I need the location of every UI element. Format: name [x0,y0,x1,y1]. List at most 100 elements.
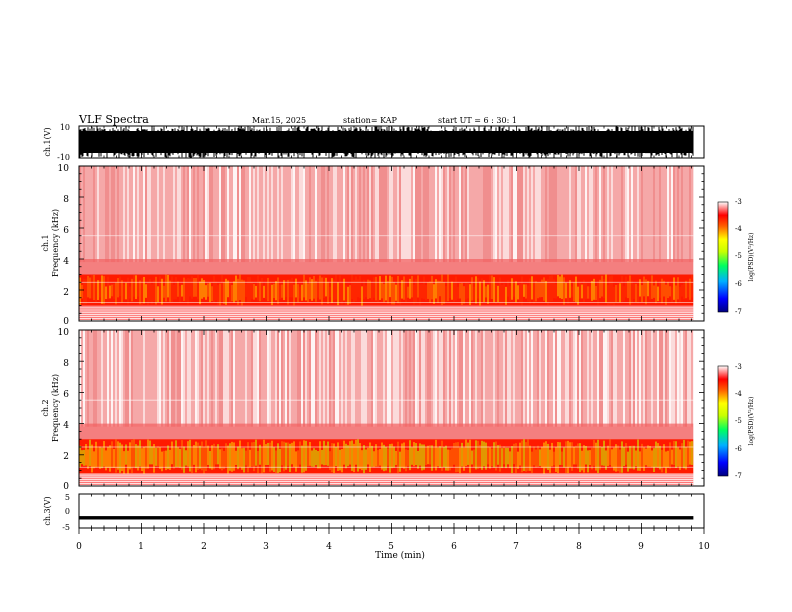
spectrogram-streak [93,166,95,263]
spectrogram-band-texture [187,441,189,467]
spectrogram-band-texture [209,450,211,469]
spectrogram-band-texture [339,449,341,471]
spectrogram-streak [487,330,489,427]
spectrogram-band-texture [437,447,439,467]
spectrogram-band-texture [603,440,605,466]
spectrogram-streak [309,330,311,427]
spectrogram-streak [631,166,633,263]
spectrogram-streak [519,166,521,263]
ch1-spectrogram-panel: 0 2 4 6 8 10 ch.1 Frequency (kHz) [41,164,705,327]
spectrogram-streak [205,330,207,427]
spectrogram-band-texture [195,441,197,473]
ch1-colorbar-tick-m3: -3 [735,198,742,206]
spectrogram-band-texture [81,284,83,299]
spectrogram-band-texture [295,278,297,298]
spectrogram-band-texture [497,445,499,465]
spectrogram-band-texture [629,445,631,469]
spectrogram-streak [121,330,123,427]
spectrogram-band-texture [105,286,107,300]
spectrogram-streak [595,166,597,263]
spectrogram-streak [535,330,537,427]
spectrogram-streak [375,166,377,263]
spectrogram-streak [155,166,157,263]
spectrogram-band-texture [151,284,153,305]
spectrogram-streak [563,330,565,427]
spectrogram-band-texture [555,284,557,299]
spectrogram-streak [603,330,605,427]
spectrogram-transition [79,423,694,440]
spectrogram-band-texture [329,451,331,471]
spectrogram-streak [601,330,603,427]
ch1-colorbar-tick-m4: -4 [735,225,742,233]
spectrogram-band-texture [507,280,509,297]
spectrogram-streak [577,166,579,263]
spectrogram-band-texture [685,280,687,299]
spectrogram-streak [193,330,195,427]
spectrogram-streak [441,330,443,427]
spectrogram-streak [655,330,657,427]
spectrogram-band-texture [407,286,409,298]
spectrogram-streak [687,330,689,427]
spectrogram-band-texture [609,439,611,465]
spectrogram-band-texture [137,281,139,297]
spectrogram-band-texture [255,439,257,466]
spectrogram-band-texture [281,441,283,466]
spectrogram-band-texture [569,280,571,298]
spectrogram-band-texture [635,450,637,467]
spectrogram-band-texture [411,447,413,465]
spectrogram-band-texture [577,286,579,305]
spectrogram-streak [367,330,369,427]
spectrogram-band-texture [127,450,129,474]
spectrogram-streak [689,166,691,263]
spectrogram-band-texture [431,445,433,471]
spectrogram-band-texture [133,274,135,297]
spectrogram-streak [295,330,297,427]
spectrogram-streak [203,330,205,427]
spectrogram-streak [453,166,455,263]
spectrogram-streak [625,330,627,427]
spectrogram-streak [685,330,687,427]
spectrogram-streak [319,330,321,427]
spectrogram-streak [635,330,637,427]
ch2-freq-tick-2: 2 [63,452,69,462]
spectrogram-band-texture [599,445,601,470]
spectrogram-band-texture [683,439,685,469]
spectrogram-streak [547,330,549,427]
spectrogram-band-texture [639,451,641,471]
ch2-colorbar-tick-m4: -4 [735,390,742,398]
spectrogram-band-texture [585,283,587,300]
spectrogram-streak [157,330,159,427]
spectrogram-streak [339,330,341,427]
spectrogram-band-texture [213,275,215,304]
spectrogram-streak [549,166,551,263]
spectrogram-streak [117,166,119,263]
spectrogram-band-texture [347,286,349,305]
spectrogram-streak [249,166,251,263]
spectrogram-streak [185,166,187,263]
spectrogram-band-texture [121,444,123,471]
spectrogram-streak [557,330,559,427]
ch1-freq-tick-0: 0 [63,317,69,327]
spectrogram-band-texture [675,441,677,468]
spectrogram-streak [283,166,285,263]
spectrogram-band-texture [259,281,261,302]
spectrogram-band-texture [479,281,481,306]
spectrogram-band-texture [553,451,555,466]
spectrogram-streak [255,330,257,427]
spectrogram-band-texture [193,277,195,297]
spectrogram-band-texture [381,282,383,299]
spectrogram-band-texture [281,284,283,298]
spectrogram-band-texture [533,446,535,466]
spectrogram-streak [655,166,657,263]
spectrogram-streak [289,330,291,427]
spectrogram-streak [145,166,147,263]
spectrogram-streak [453,330,455,427]
spectrogram-streak [79,330,81,427]
spectrogram-streak [537,330,539,427]
spectrogram-band-texture [119,276,121,297]
spectrogram-streak [259,330,261,427]
spectrogram-streak [225,330,227,427]
spectrogram-band-texture [235,450,237,465]
spectrogram-band-texture [405,449,407,472]
spectrogram-streak [679,166,681,263]
